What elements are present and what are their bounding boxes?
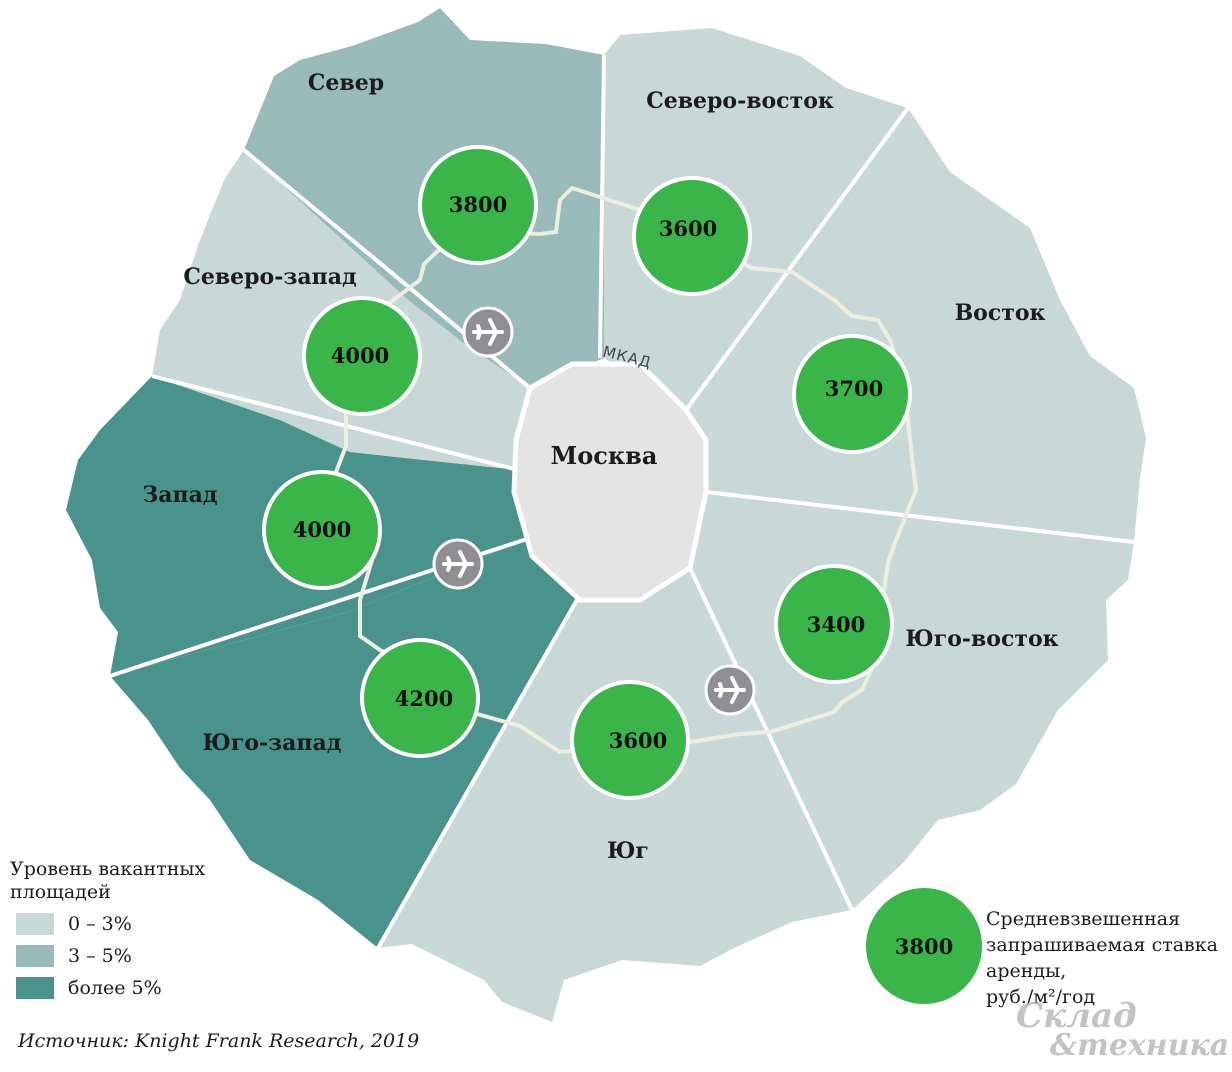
rate-legend-line: аренды, bbox=[986, 960, 1067, 982]
rate-legend-line: Средневзвешенная bbox=[986, 908, 1181, 930]
legend-swatch bbox=[16, 913, 54, 935]
watermark-line: &техника bbox=[1050, 1028, 1230, 1063]
legend-label: 3 – 5% bbox=[68, 945, 132, 967]
region-label-north-east: Северо-восток bbox=[646, 88, 834, 114]
rate-legend-text: Средневзвешенная запрашиваемая ставка ар… bbox=[986, 906, 1218, 1010]
region-label-west: Запад bbox=[142, 482, 217, 508]
rate-circle-south-west: 4200 bbox=[360, 638, 480, 758]
region-label-south-west: Юго-запад bbox=[203, 730, 342, 756]
airplane-icon bbox=[704, 664, 756, 716]
region-label-north-west: Северо-запад bbox=[183, 264, 356, 290]
vacancy-legend: Уровень вакантных площадей 0 – 3% 3 – 5%… bbox=[10, 858, 240, 1004]
city-label: Москва bbox=[551, 441, 658, 470]
rate-circle-north-west: 4000 bbox=[302, 296, 422, 416]
watermark-line: Склад bbox=[1016, 996, 1137, 1036]
rate-circle-east: 3700 bbox=[792, 334, 912, 454]
rate-legend: 3800 Средневзвешенная запрашиваемая став… bbox=[866, 888, 1226, 1018]
legend-swatch bbox=[16, 945, 54, 967]
rate-value: 4000 bbox=[331, 343, 389, 368]
sector-south-west bbox=[110, 538, 578, 948]
airplane-icon bbox=[432, 538, 484, 590]
rate-circle-south: 3600 bbox=[570, 680, 690, 800]
watermark-logo: Склад &техника bbox=[1012, 996, 1229, 1063]
airplane-icon bbox=[462, 306, 514, 358]
region-label-east: Восток bbox=[955, 300, 1046, 326]
rate-value: 4000 bbox=[293, 517, 351, 542]
rate-value: 3700 bbox=[825, 376, 883, 401]
rate-value: 3600 bbox=[609, 728, 667, 753]
rate-circle-south-east: 3400 bbox=[774, 564, 894, 684]
legend-item: более 5% bbox=[10, 972, 240, 1004]
legend-item: 3 – 5% bbox=[10, 940, 240, 972]
rate-circle-north-east: 3600 bbox=[632, 176, 752, 296]
moscow-city-area bbox=[511, 361, 709, 603]
region-label-south: Юг bbox=[607, 838, 649, 864]
rate-legend-line: запрашиваемая ставка bbox=[986, 934, 1218, 956]
sector-north-east bbox=[604, 28, 908, 410]
rate-legend-sample: 3800 bbox=[866, 888, 982, 1004]
rate-value: 3600 bbox=[659, 216, 717, 241]
region-label-south-east: Юго-восток bbox=[905, 626, 1058, 652]
source-note: Источник: Knight Frank Research, 2019 bbox=[18, 1030, 420, 1052]
legend-title: Уровень вакантных площадей bbox=[10, 858, 206, 903]
rate-value: 3400 bbox=[807, 612, 865, 637]
legend-item: 0 – 3% bbox=[10, 908, 240, 940]
legend-swatch bbox=[16, 977, 54, 999]
rate-value: 3800 bbox=[449, 192, 507, 217]
legend-label: более 5% bbox=[68, 977, 162, 999]
region-label-north: Север bbox=[308, 70, 384, 96]
legend-label: 0 – 3% bbox=[68, 913, 132, 935]
rate-circle-west: 4000 bbox=[262, 470, 382, 590]
rate-circle-north: 3800 bbox=[418, 145, 538, 265]
rate-legend-line: руб./м²/год bbox=[986, 986, 1096, 1008]
rate-value: 4200 bbox=[395, 686, 453, 711]
sector-east bbox=[686, 108, 1146, 542]
